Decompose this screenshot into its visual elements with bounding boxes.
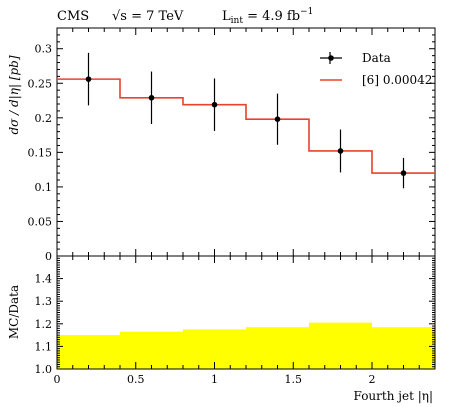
y-tick-label-top: 0.2 bbox=[35, 112, 53, 125]
ratio-bar bbox=[120, 331, 183, 369]
ratio-bar bbox=[309, 322, 372, 369]
data-point bbox=[337, 148, 344, 154]
y-tick-label-top: 0.05 bbox=[28, 215, 53, 228]
x-tick-label: 0.5 bbox=[127, 373, 145, 386]
luminosity-label: Lint = 4.9 fb−1 bbox=[222, 7, 313, 26]
y-tick-label-top: 0.3 bbox=[35, 43, 53, 56]
x-tick-label: 2 bbox=[369, 373, 376, 386]
y-tick-label-top: 0.1 bbox=[35, 181, 53, 194]
chart-header: CMS √s = 7 TeV Lint = 4.9 fb−1 bbox=[57, 7, 313, 26]
y-tick-label-bottom: 1.2 bbox=[35, 318, 53, 331]
data-point bbox=[274, 116, 281, 122]
lumi-subscript: int bbox=[231, 16, 244, 26]
main-panel: 0 0.05 0.1 0.15 0.2 0.25 0.3 dσ / d|η| [pb] Da… bbox=[7, 27, 436, 263]
y-tick-label-bottom: 1.3 bbox=[35, 295, 53, 308]
ratio-bar bbox=[246, 327, 309, 369]
data-point bbox=[148, 94, 155, 101]
data-point bbox=[400, 170, 407, 176]
energy-label: √s = 7 TeV bbox=[112, 9, 184, 24]
ratio-bar bbox=[372, 327, 435, 369]
y-tick-label-top: 0.25 bbox=[28, 77, 53, 90]
ratio-area-series bbox=[57, 322, 435, 369]
data-points-series bbox=[85, 52, 407, 189]
y-tick-label-bottom: 1.0 bbox=[35, 363, 53, 376]
sqrt-s-symbol: √s bbox=[112, 9, 127, 24]
main-y-ticks: 0 0.05 0.1 0.15 0.2 0.25 0.3 bbox=[28, 34, 435, 263]
lumi-symbol: L bbox=[222, 9, 231, 24]
ratio-panel: 1.0 1.1 1.2 1.3 1.4 0 0.5 1 1.5 2 MC/Data Fourth… bbox=[7, 255, 436, 403]
ratio-x-ticks: 0 0.5 1 1.5 2 bbox=[54, 256, 436, 386]
lumi-value: = 4.9 fb bbox=[243, 9, 300, 24]
x-tick-label: 0 bbox=[54, 373, 61, 386]
ratio-y-ticks: 1.0 1.1 1.2 1.3 1.4 bbox=[35, 257, 435, 376]
experiment-label: CMS bbox=[57, 9, 89, 24]
mc-step-line bbox=[57, 78, 435, 174]
y-axis-label-top: dσ / d|η| [pb] bbox=[7, 55, 21, 134]
data-point bbox=[211, 101, 218, 108]
legend-data-label: Data bbox=[362, 51, 391, 65]
y-tick-label-top: 0 bbox=[45, 250, 52, 263]
legend: Data [6] 0.00042 bbox=[320, 51, 432, 87]
mc-step-series bbox=[57, 78, 435, 174]
ratio-bar bbox=[57, 335, 120, 369]
y-tick-label-bottom: 1.4 bbox=[35, 273, 53, 286]
x-axis-label: Fourth jet |η| bbox=[354, 389, 433, 403]
lumi-superscript: −1 bbox=[300, 7, 313, 17]
legend-data-marker bbox=[328, 55, 334, 61]
main-x-ticks bbox=[56, 28, 436, 256]
x-tick-label: 1.5 bbox=[285, 373, 303, 386]
energy-value: = 7 TeV bbox=[127, 9, 184, 24]
data-point bbox=[85, 76, 92, 82]
x-tick-label: 1 bbox=[211, 373, 218, 386]
y-tick-label-bottom: 1.1 bbox=[35, 340, 53, 353]
y-axis-label-bottom: MC/Data bbox=[7, 285, 21, 339]
y-tick-label-top: 0.15 bbox=[28, 146, 53, 159]
legend-mc-label: [6] 0.00042 bbox=[362, 73, 432, 87]
